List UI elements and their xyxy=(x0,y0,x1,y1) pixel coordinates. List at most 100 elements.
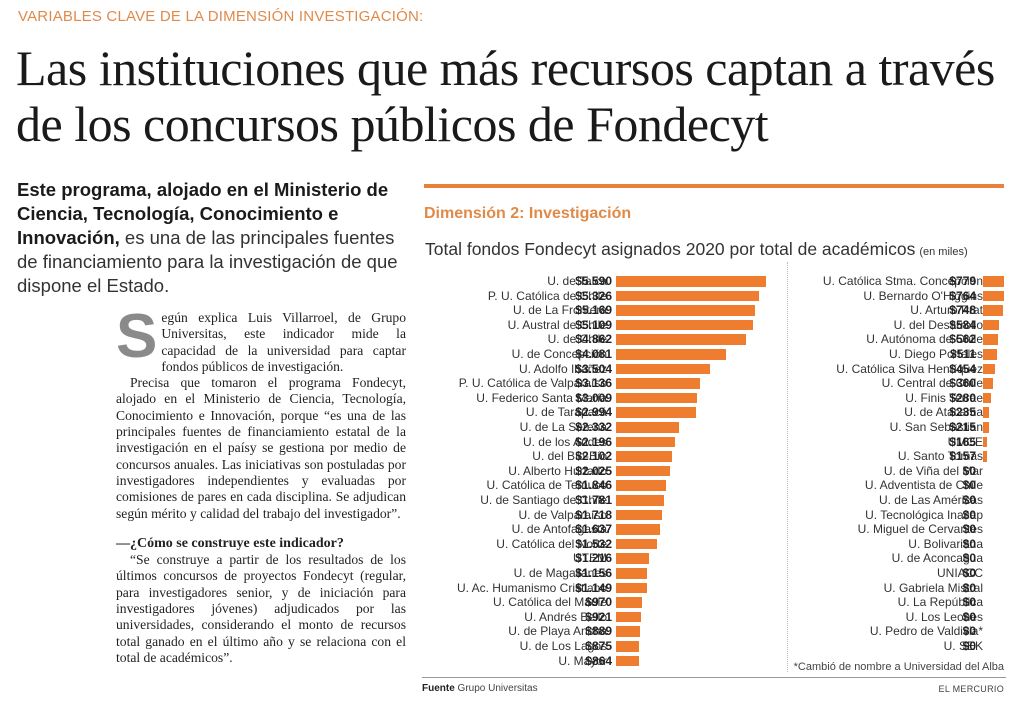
bar xyxy=(616,305,755,316)
bar-row: U. Adventista de Chile $0 xyxy=(420,478,1034,493)
category-label: U. Católica de Temuco xyxy=(486,478,607,493)
value-label: $511 xyxy=(949,347,976,361)
bar-row: U. SEK $0 xyxy=(420,639,1034,654)
bar-row: U. de La Frontera $5.169 xyxy=(420,303,1034,318)
category-label: U. Católica Silva Henríquez xyxy=(836,361,983,376)
value-label: $1.532 xyxy=(575,536,612,551)
bar-row: U. Central de Chile $360 xyxy=(420,376,1034,391)
category-label: U. Federico Santa María xyxy=(476,390,607,405)
value-label: $562 xyxy=(949,332,976,347)
body-paragraph-2: Precisa que tomaron el programa Fondecyt… xyxy=(116,375,406,521)
bar-row: U. Santo Tomás $157 xyxy=(420,449,1034,464)
bar xyxy=(616,597,643,608)
value-label: $0 xyxy=(962,609,976,624)
category-label: U. Central de Chile xyxy=(881,376,983,391)
category-label: U. de Atacama xyxy=(904,405,983,420)
bar-row: U. Católica del Norte $1.532 xyxy=(420,537,1034,552)
lead-rest: es una de las principales fuentes de fin… xyxy=(17,227,398,296)
bar-row: U. San Sebastián $215 xyxy=(420,420,1034,435)
bar xyxy=(616,290,759,302)
category-label: U. Miguel de Cervantes xyxy=(857,522,983,537)
bar xyxy=(616,407,697,418)
value-label: $1.637 xyxy=(575,522,612,537)
bar xyxy=(983,334,999,345)
bar xyxy=(616,509,663,521)
bar xyxy=(616,436,675,448)
category-label: U. Autónoma de Chile xyxy=(866,332,983,347)
bar xyxy=(983,451,988,462)
bar xyxy=(983,407,990,418)
bar-row: UTEM $1.216 xyxy=(420,551,1034,566)
category-label: U. Tecnológica Inacap xyxy=(865,507,983,522)
category-label: U. Ac. Humanismo Cristiano xyxy=(456,580,607,595)
bar xyxy=(616,611,641,623)
value-label: $2.025 xyxy=(575,463,612,478)
bar-row: U. de Tarapacá $2.994 xyxy=(420,405,1034,420)
bar xyxy=(983,276,1004,287)
value-label: $970 xyxy=(585,595,612,610)
lead-bold: Este programa, alojado en el Ministerio … xyxy=(17,179,389,248)
value-label: $0 xyxy=(962,639,976,653)
bar-row: U. Finis Terrae $280 xyxy=(420,391,1034,406)
value-label: $360 xyxy=(949,376,976,391)
bar-row: U. Ac. Humanismo Cristiano $1.149 xyxy=(420,581,1034,596)
bar xyxy=(616,524,660,535)
category-label: U. de Concepción xyxy=(511,347,607,361)
headline: Las instituciones que más recursos capta… xyxy=(16,40,995,152)
bar-row: U. del Desarrollo $584 xyxy=(420,318,1034,333)
bar xyxy=(983,436,988,448)
bar xyxy=(616,378,701,389)
category-label: U. Adolfo Ibáñez xyxy=(518,361,607,376)
value-label: $5.109 xyxy=(575,317,612,332)
category-label: UMCE xyxy=(947,434,983,449)
category-label: U. de Talca xyxy=(547,274,607,288)
category-label: U. de Antofagasta xyxy=(511,522,607,537)
value-label: $157 xyxy=(949,449,976,464)
bar-row: U. de Antofagasta $1.637 xyxy=(420,522,1034,537)
body-paragraph-1: egún explica Luis Villarroel, de Grupo U… xyxy=(161,310,406,374)
value-label: $921 xyxy=(585,609,612,624)
chart-bottom-rule xyxy=(422,677,1006,678)
bar-row: U. de los Andes $2.196 xyxy=(420,435,1034,450)
bar xyxy=(616,334,747,345)
category-label: U. Católica del Norte xyxy=(496,536,607,551)
bar-row: U. de Los Lagos $875 xyxy=(420,639,1034,654)
category-label: U. de Tarapacá xyxy=(525,405,607,420)
bar-row: U. de Las Américas $0 xyxy=(420,493,1034,508)
bar-row: U. Católica del Maule $970 xyxy=(420,595,1034,610)
value-label: $0 xyxy=(962,566,976,580)
publisher-brand: EL MERCURIO xyxy=(938,684,1004,694)
category-label: U. de Viña del Mar xyxy=(883,463,983,478)
value-label: $0 xyxy=(962,463,976,478)
category-label: U. del Desarrollo xyxy=(893,317,983,332)
value-label: $1.718 xyxy=(575,507,612,522)
category-label: U. San Sebastián xyxy=(889,420,983,434)
value-label: $280 xyxy=(949,390,976,405)
category-label: UTEM xyxy=(573,551,607,566)
value-label: $1.846 xyxy=(575,478,612,493)
bar xyxy=(983,349,997,360)
drop-cap: S xyxy=(116,302,158,371)
value-label: $215 xyxy=(949,420,976,434)
value-label: $764 xyxy=(949,288,976,303)
bar xyxy=(616,553,649,564)
category-label: UNIACC xyxy=(936,566,983,580)
category-label: U. de Santiago de Chile xyxy=(480,493,607,507)
category-label: U. Gabriela Mistral xyxy=(883,580,983,595)
value-label: $3.009 xyxy=(575,390,612,405)
bar-row: P. U. Católica de Valparaíso $3.136 xyxy=(420,376,1034,391)
bar-row: U. de Playa Ancha $889 xyxy=(420,624,1034,639)
source-text: Grupo Universitas xyxy=(454,683,538,694)
value-label: $2.332 xyxy=(575,420,612,434)
value-label: $0 xyxy=(962,478,976,493)
value-label: $2.994 xyxy=(575,405,612,420)
chart-title: Total fondos Fondecyt asignados 2020 por… xyxy=(425,239,968,260)
category-label: U. Arturo Prat xyxy=(910,303,983,318)
category-label: U. Los Leones xyxy=(905,609,983,624)
lead-paragraph: Este programa, alojado en el Ministerio … xyxy=(17,178,417,298)
category-label: U. de La Frontera xyxy=(512,303,607,318)
value-label: $0 xyxy=(962,595,976,610)
chart-unit-note: (en miles) xyxy=(919,246,968,258)
category-label: U. de Valparaíso xyxy=(518,507,608,522)
